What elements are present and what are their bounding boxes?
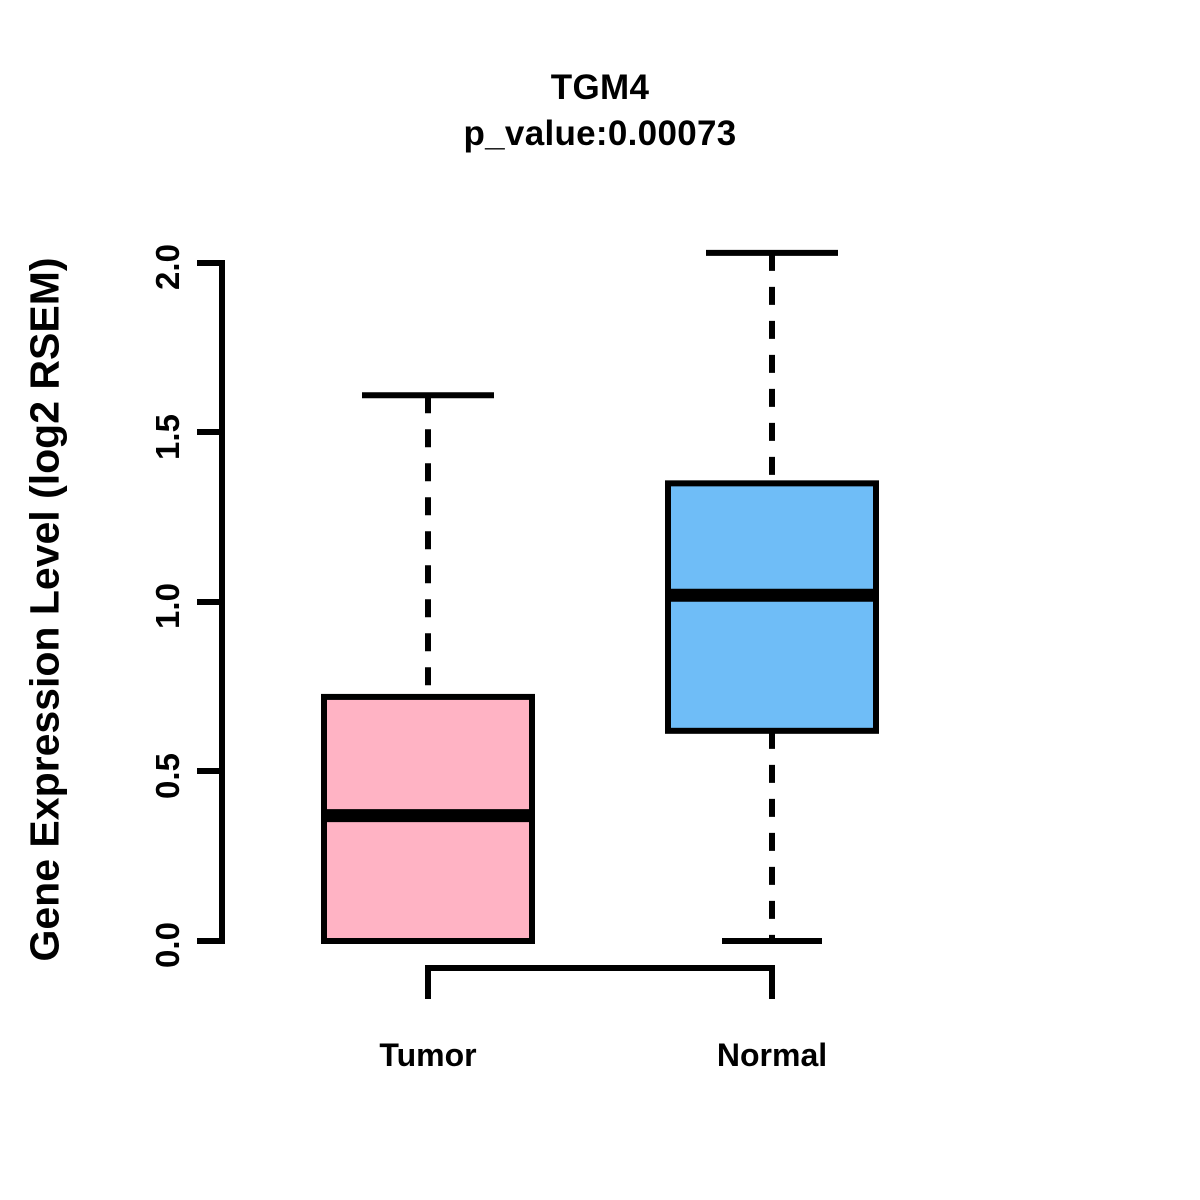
box-normal — [665, 249, 879, 944]
chart-subtitle-pvalue: p_value:0.00073 — [463, 114, 737, 153]
x-tick-label-normal: Normal — [716, 1037, 828, 1073]
x-tick-label-tumor: Tumor — [379, 1037, 477, 1073]
box-tumor — [321, 392, 535, 944]
x-axis — [425, 965, 775, 999]
y-axis — [197, 260, 225, 944]
page-title: TGM4 — [550, 68, 650, 107]
chart-title-block: TGM4 p_value:0.00073 — [0, 66, 1200, 158]
